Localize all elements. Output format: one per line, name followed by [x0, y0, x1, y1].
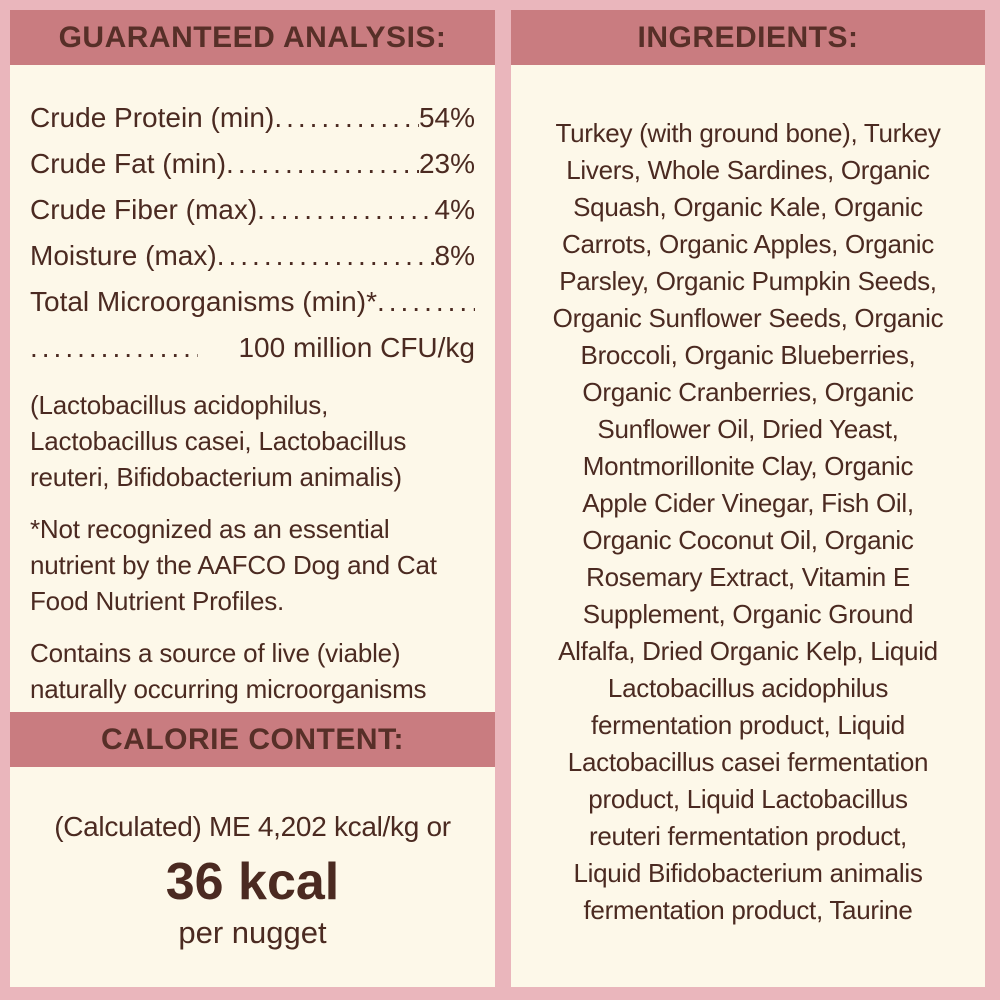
analysis-value: 23% [418, 148, 475, 179]
microorganism-species-list: (Lactobacillus acidophilus, Lactobacillu… [30, 390, 407, 492]
analysis-row-microorganisms: Total Microorganisms (min)* [30, 279, 475, 325]
calorie-value: 36 kcal [165, 853, 340, 911]
analysis-label: Crude Fiber (max) [30, 194, 258, 225]
analysis-value: 100 million CFU/kg [238, 332, 475, 363]
calorie-content-body: (Calculated) ME 4,202 kcal/kg or 36 kcal… [10, 767, 495, 987]
analysis-label: Moisture (max) [30, 240, 217, 271]
dot-leader [377, 279, 475, 325]
aafco-footnote: *Not recognized as an essential nutrient… [30, 514, 437, 616]
dot-leader [226, 141, 419, 187]
analysis-label: Crude Protein (min) [30, 102, 275, 133]
dot-leader [274, 95, 419, 141]
analysis-row-crude-fat: Crude Fat (min) 23% [30, 141, 475, 187]
analysis-label: Total Microorganisms (min)* [30, 286, 377, 317]
analysis-value: 8% [434, 240, 475, 271]
ingredients-header-text: INGREDIENTS: [637, 20, 859, 54]
analysis-label: Crude Fat (min) [30, 148, 227, 179]
live-microorganisms-note: Contains a source of live (viable) natur… [30, 638, 427, 704]
calorie-calculated-line: (Calculated) ME 4,202 kcal/kg or [54, 811, 451, 842]
ingredients-panel: INGREDIENTS: Turkey (with ground bone), … [511, 10, 985, 987]
analysis-value: 54% [418, 102, 475, 133]
guaranteed-analysis-header-text: GUARANTEED ANALYSIS: [58, 20, 447, 54]
ingredients-list: Turkey (with ground bone), Turkey Livers… [552, 118, 944, 925]
calorie-content-header: CALORIE CONTENT: [10, 712, 495, 767]
ingredients-header: INGREDIENTS: [511, 10, 985, 65]
guaranteed-analysis-panel: GUARANTEED ANALYSIS: Crude Protein (min)… [10, 10, 495, 987]
dot-leader [257, 187, 434, 233]
calorie-content-header-text: CALORIE CONTENT: [101, 722, 404, 756]
analysis-row-microorganisms-value: 100 million CFU/kg [30, 325, 475, 371]
guaranteed-analysis-header: GUARANTEED ANALYSIS: [10, 10, 495, 65]
analysis-value: 4% [434, 194, 475, 225]
analysis-row-crude-protein: Crude Protein (min) 54% [30, 95, 475, 141]
analysis-row-moisture: Moisture (max) 8% [30, 233, 475, 279]
dot-leader [30, 325, 198, 371]
analysis-row-crude-fiber: Crude Fiber (max) 4% [30, 187, 475, 233]
guaranteed-analysis-body: Crude Protein (min) 54% Crude Fat (min) 23… [10, 65, 495, 712]
dot-leader [217, 233, 435, 279]
calorie-per-nugget: per nugget [178, 915, 327, 950]
